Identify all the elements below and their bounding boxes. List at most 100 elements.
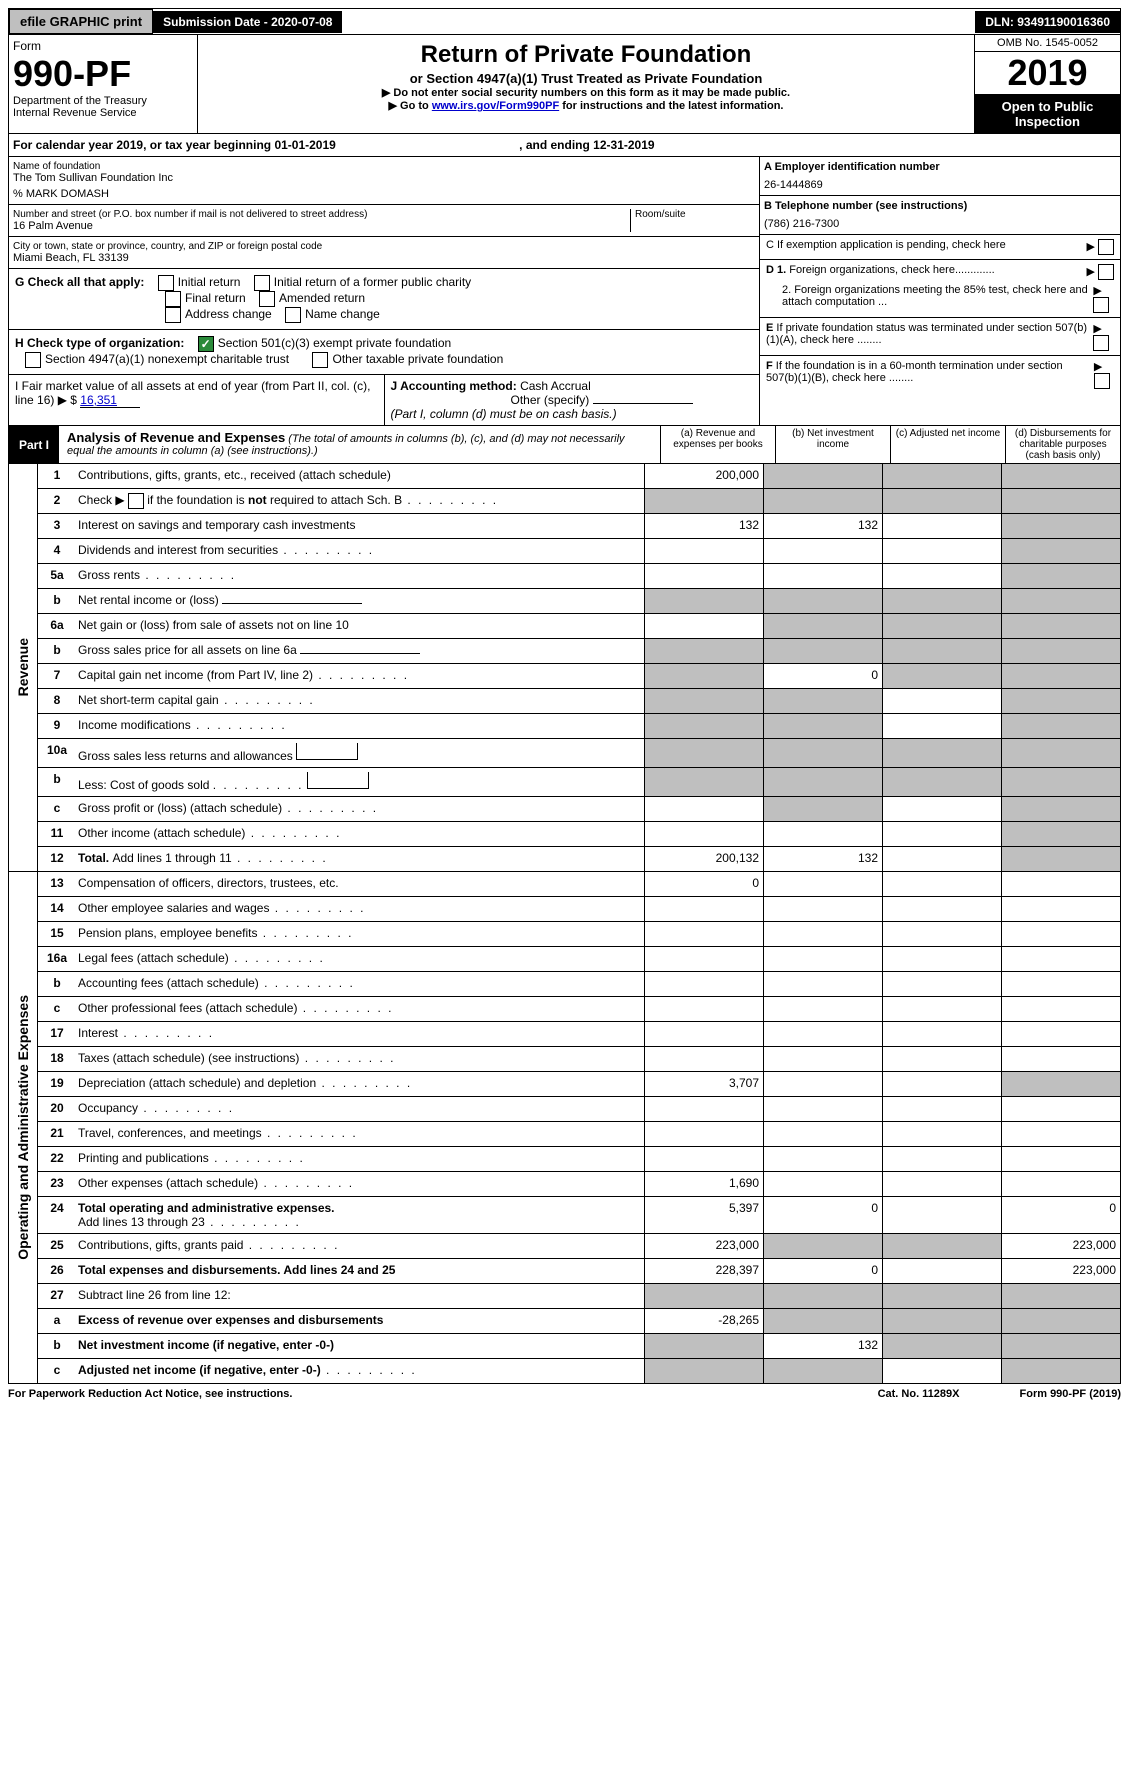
header-right: OMB No. 1545-0052 2019 Open to Public In… xyxy=(974,35,1120,133)
l26-a: 228,397 xyxy=(644,1259,763,1283)
line-25: Contributions, gifts, grants paid xyxy=(76,1234,644,1258)
line-19: Depreciation (attach schedule) and deple… xyxy=(76,1072,644,1096)
line-14: Other employee salaries and wages xyxy=(76,897,644,921)
cb-d2[interactable] xyxy=(1093,297,1109,313)
col-c-head: (c) Adjusted net income xyxy=(890,426,1005,463)
line-13: Compensation of officers, directors, tru… xyxy=(76,872,644,896)
l19-a: 3,707 xyxy=(644,1072,763,1096)
cb-initial-return[interactable] xyxy=(158,275,174,291)
line-8: Net short-term capital gain xyxy=(76,689,644,713)
line-5b: Net rental income or (loss) xyxy=(76,589,644,613)
irs-link[interactable]: www.irs.gov/Form990PF xyxy=(432,100,559,112)
cb-name-change[interactable] xyxy=(285,307,301,323)
b-label: B Telephone number (see instructions) xyxy=(764,200,967,212)
footer-right: Form 990-PF (2019) xyxy=(1020,1388,1122,1400)
cb-final-return[interactable] xyxy=(165,291,181,307)
line-26: Total expenses and disbursements. Add li… xyxy=(76,1259,644,1283)
calendar-year-row: For calendar year 2019, or tax year begi… xyxy=(8,134,1121,157)
info-right: A Employer identification number 26-1444… xyxy=(759,157,1120,425)
care-of: % MARK DOMASH xyxy=(13,188,755,200)
e-row: E If private foundation status was termi… xyxy=(760,318,1120,356)
line-16c: Other professional fees (attach schedule… xyxy=(76,997,644,1021)
efile-print-btn[interactable]: efile GRAPHIC print xyxy=(9,9,153,34)
h-o3: Other taxable private foundation xyxy=(332,352,503,366)
line-18: Taxes (attach schedule) (see instruction… xyxy=(76,1047,644,1071)
revenue-side-label: Revenue xyxy=(9,464,38,871)
city-state-zip: Miami Beach, FL 33139 xyxy=(13,252,755,264)
l24-d: 0 xyxy=(1001,1197,1120,1233)
line-27a: Excess of revenue over expenses and disb… xyxy=(76,1309,644,1333)
cb-c[interactable] xyxy=(1098,239,1114,255)
form-subtitle: or Section 4947(a)(1) Trust Treated as P… xyxy=(202,71,970,86)
l24-a: 5,397 xyxy=(644,1197,763,1233)
line-16b: Accounting fees (attach schedule) xyxy=(76,972,644,996)
addr-label: Number and street (or P.O. box number if… xyxy=(13,209,630,220)
l24-b: 0 xyxy=(763,1197,882,1233)
page-footer: For Paperwork Reduction Act Notice, see … xyxy=(8,1384,1121,1400)
footer-left: For Paperwork Reduction Act Notice, see … xyxy=(8,1388,292,1400)
submission-date: Submission Date - 2020-07-08 xyxy=(153,11,342,33)
l26-b: 0 xyxy=(763,1259,882,1283)
line-3: Interest on savings and temporary cash i… xyxy=(76,514,644,538)
h-label: H Check type of organization: xyxy=(15,336,184,350)
line-17: Interest xyxy=(76,1022,644,1046)
g-o4: Amended return xyxy=(279,291,365,305)
tax-year: 2019 xyxy=(975,52,1120,95)
note2-post: for instructions and the latest informat… xyxy=(559,100,783,112)
line-1: Contributions, gifts, grants, etc., rece… xyxy=(76,464,644,488)
name-label: Name of foundation xyxy=(13,161,755,172)
j-o3: Other (specify) xyxy=(511,393,590,407)
revenue-rows: 1Contributions, gifts, grants, etc., rec… xyxy=(38,464,1120,871)
l1-a: 200,000 xyxy=(644,464,763,488)
cb-d1[interactable] xyxy=(1098,264,1114,280)
g-o1: Initial return xyxy=(178,275,241,289)
cb-501c3[interactable] xyxy=(198,336,214,352)
dept-line-2: Internal Revenue Service xyxy=(13,107,193,119)
note2-pre: ▶ Go to xyxy=(389,100,432,112)
j-o1: Cash xyxy=(520,379,548,393)
l3-a: 132 xyxy=(644,514,763,538)
cb-initial-former[interactable] xyxy=(254,275,270,291)
j-o2: Accrual xyxy=(551,379,591,393)
h-o2: Section 4947(a)(1) nonexempt charitable … xyxy=(45,352,289,366)
name-cell: Name of foundation The Tom Sullivan Foun… xyxy=(9,157,759,205)
city-label: City or town, state or province, country… xyxy=(13,241,755,252)
cb-schb[interactable] xyxy=(128,493,144,509)
cb-4947[interactable] xyxy=(25,352,41,368)
g-o6: Name change xyxy=(305,307,380,321)
i-cell: I Fair market value of all assets at end… xyxy=(9,375,385,425)
header-center: Return of Private Foundation or Section … xyxy=(198,35,974,133)
omb-number: OMB No. 1545-0052 xyxy=(975,35,1120,52)
fmv-value[interactable]: 16,351 xyxy=(80,393,140,408)
part1-header: Part I Analysis of Revenue and Expenses … xyxy=(8,426,1121,464)
line-27c: Adjusted net income (if negative, enter … xyxy=(76,1359,644,1383)
footer-mid: Cat. No. 11289X xyxy=(878,1388,960,1400)
line-15: Pension plans, employee benefits xyxy=(76,922,644,946)
street-address: 16 Palm Avenue xyxy=(13,220,630,232)
g-o3: Final return xyxy=(185,291,246,305)
g-o2: Initial return of a former public charit… xyxy=(274,275,471,289)
l12-b: 132 xyxy=(763,847,882,871)
form-header: Form 990-PF Department of the Treasury I… xyxy=(8,35,1121,134)
part1-desc: Analysis of Revenue and Expenses (The to… xyxy=(59,426,660,463)
cb-other-taxable[interactable] xyxy=(312,352,328,368)
l27b-b: 132 xyxy=(763,1334,882,1358)
line-12: Total. Add lines 1 through 11 xyxy=(76,847,644,871)
addr-cell: Number and street (or P.O. box number if… xyxy=(9,205,759,237)
line-10b: Less: Cost of goods sold xyxy=(76,768,644,796)
room-label: Room/suite xyxy=(635,209,755,220)
form-note-2: ▶ Go to www.irs.gov/Form990PF for instru… xyxy=(202,99,970,112)
header-left: Form 990-PF Department of the Treasury I… xyxy=(9,35,198,133)
g-row: G Check all that apply: Initial return I… xyxy=(9,269,759,330)
line-11: Other income (attach schedule) xyxy=(76,822,644,846)
cb-e[interactable] xyxy=(1093,335,1109,351)
cb-f[interactable] xyxy=(1094,373,1110,389)
l25-d: 223,000 xyxy=(1001,1234,1120,1258)
cal-end: , and ending 12-31-2019 xyxy=(519,138,654,152)
cb-amended-return[interactable] xyxy=(259,291,275,307)
dept-line-1: Department of the Treasury xyxy=(13,95,193,107)
phone-value: (786) 216-7300 xyxy=(764,218,1116,230)
col-d-head: (d) Disbursements for charitable purpose… xyxy=(1005,426,1120,463)
cb-address-change[interactable] xyxy=(165,307,181,323)
j-label: J Accounting method: xyxy=(391,379,517,393)
